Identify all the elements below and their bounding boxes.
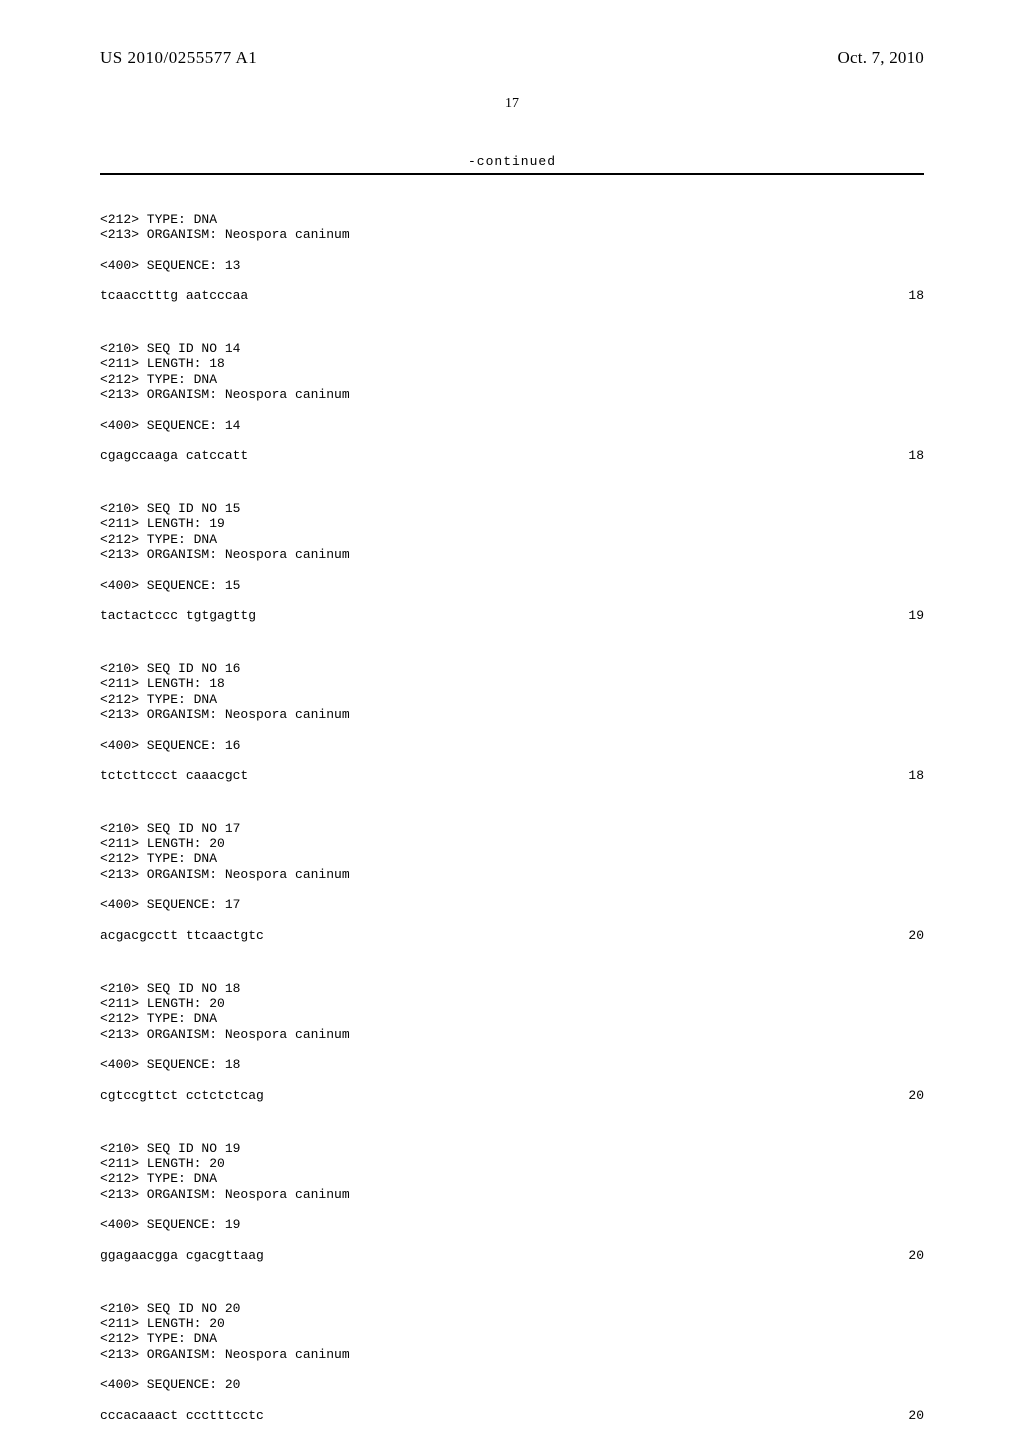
sequence-meta-line: <211> LENGTH: 20 [100,1156,924,1171]
sequence-block: <210> SEQ ID NO 16<211> LENGTH: 18<212> … [100,661,924,799]
sequence-meta-line: <212> TYPE: DNA [100,1011,924,1026]
sequence-length: 19 [884,608,924,623]
sequence-row: acgacgcctt ttcaactgtc 20 [100,928,924,943]
sequence-row: tctcttccct caaacgct 18 [100,768,924,783]
sequence-length: 18 [884,288,924,303]
sequence-meta-line: <213> ORGANISM: Neospora caninum [100,1027,924,1042]
sequence-meta-line: <210> SEQ ID NO 14 [100,341,924,356]
sequence-meta-line: <210> SEQ ID NO 20 [100,1301,924,1316]
sequence-meta-line: <211> LENGTH: 20 [100,1316,924,1331]
sequence-meta-line: <211> LENGTH: 18 [100,356,924,371]
sequence-header: <400> SEQUENCE: 16 [100,738,924,753]
sequence-length: 20 [884,1088,924,1103]
sequence-text: cccacaaact ccctttcctc [100,1408,264,1423]
sequence-row: tactactccc tgtgagttg 19 [100,608,924,623]
sequence-block: <210> SEQ ID NO 15<211> LENGTH: 19<212> … [100,501,924,639]
sequence-meta-line: <212> TYPE: DNA [100,212,924,227]
sequence-meta-line: <210> SEQ ID NO 18 [100,981,924,996]
sequence-block: <210> SEQ ID NO 18<211> LENGTH: 20<212> … [100,981,924,1119]
sequence-meta-line: <212> TYPE: DNA [100,851,924,866]
sequence-meta-line: <213> ORGANISM: Neospora caninum [100,867,924,882]
sequence-meta-line: <210> SEQ ID NO 19 [100,1141,924,1156]
sequence-text: cgtccgttct cctctctcag [100,1088,264,1103]
sequence-meta-line: <211> LENGTH: 18 [100,676,924,691]
sequence-meta-line: <213> ORGANISM: Neospora caninum [100,707,924,722]
publication-date: Oct. 7, 2010 [838,48,924,68]
sequence-header: <400> SEQUENCE: 14 [100,418,924,433]
sequence-meta-line: <211> LENGTH: 20 [100,836,924,851]
sequence-header: <400> SEQUENCE: 13 [100,258,924,273]
sequence-length: 18 [884,768,924,783]
sequence-meta-line: <210> SEQ ID NO 15 [100,501,924,516]
sequence-header: <400> SEQUENCE: 17 [100,897,924,912]
sequence-meta-line: <212> TYPE: DNA [100,372,924,387]
sequence-block: <210> SEQ ID NO 19<211> LENGTH: 20<212> … [100,1141,924,1279]
sequence-listing: <212> TYPE: DNA<213> ORGANISM: Neospora … [100,181,924,1439]
sequence-text: tctcttccct caaacgct [100,768,248,783]
sequence-row: cgagccaaga catccatt 18 [100,448,924,463]
sequence-meta-line: <210> SEQ ID NO 16 [100,661,924,676]
sequence-meta-line: <213> ORGANISM: Neospora caninum [100,1347,924,1362]
page-number: 17 [100,96,924,112]
sequence-text: cgagccaaga catccatt [100,448,248,463]
sequence-row: cgtccgttct cctctctcag 20 [100,1088,924,1103]
sequence-text: acgacgcctt ttcaactgtc [100,928,264,943]
publication-number: US 2010/0255577 A1 [100,48,257,68]
sequence-header: <400> SEQUENCE: 15 [100,578,924,593]
sequence-meta-line: <212> TYPE: DNA [100,532,924,547]
sequence-meta-line: <212> TYPE: DNA [100,1331,924,1346]
sequence-length: 20 [884,1408,924,1423]
sequence-length: 18 [884,448,924,463]
sequence-meta-line: <213> ORGANISM: Neospora caninum [100,227,924,242]
sequence-length: 20 [884,928,924,943]
page-container: US 2010/0255577 A1 Oct. 7, 2010 17 -cont… [0,0,1024,1320]
sequence-meta-line: <212> TYPE: DNA [100,1171,924,1186]
sequence-text: tcaacctttg aatcccaa [100,288,248,303]
sequence-row: cccacaaact ccctttcctc 20 [100,1408,924,1423]
sequence-row: ggagaacgga cgacgttaag 20 [100,1248,924,1263]
sequence-meta-line: <212> TYPE: DNA [100,692,924,707]
sequence-text: ggagaacgga cgacgttaag [100,1248,264,1263]
sequence-meta-line: <213> ORGANISM: Neospora caninum [100,547,924,562]
sequence-meta-line: <211> LENGTH: 19 [100,516,924,531]
page-header: US 2010/0255577 A1 Oct. 7, 2010 [100,48,924,68]
rule-top [100,173,924,175]
sequence-meta-line: <210> SEQ ID NO 17 [100,821,924,836]
sequence-meta-line: <211> LENGTH: 20 [100,996,924,1011]
sequence-text: tactactccc tgtgagttg [100,608,256,623]
sequence-meta-line: <213> ORGANISM: Neospora caninum [100,1187,924,1202]
sequence-block: <210> SEQ ID NO 20<211> LENGTH: 20<212> … [100,1301,924,1439]
sequence-meta-line: <213> ORGANISM: Neospora caninum [100,387,924,402]
sequence-block: <212> TYPE: DNA<213> ORGANISM: Neospora … [100,212,924,319]
continued-label: -continued [100,154,924,169]
sequence-header: <400> SEQUENCE: 19 [100,1217,924,1232]
sequence-header: <400> SEQUENCE: 20 [100,1377,924,1392]
sequence-row: tcaacctttg aatcccaa 18 [100,288,924,303]
sequence-header: <400> SEQUENCE: 18 [100,1057,924,1072]
sequence-block: <210> SEQ ID NO 17<211> LENGTH: 20<212> … [100,821,924,959]
sequence-length: 20 [884,1248,924,1263]
sequence-block: <210> SEQ ID NO 14<211> LENGTH: 18<212> … [100,341,924,479]
